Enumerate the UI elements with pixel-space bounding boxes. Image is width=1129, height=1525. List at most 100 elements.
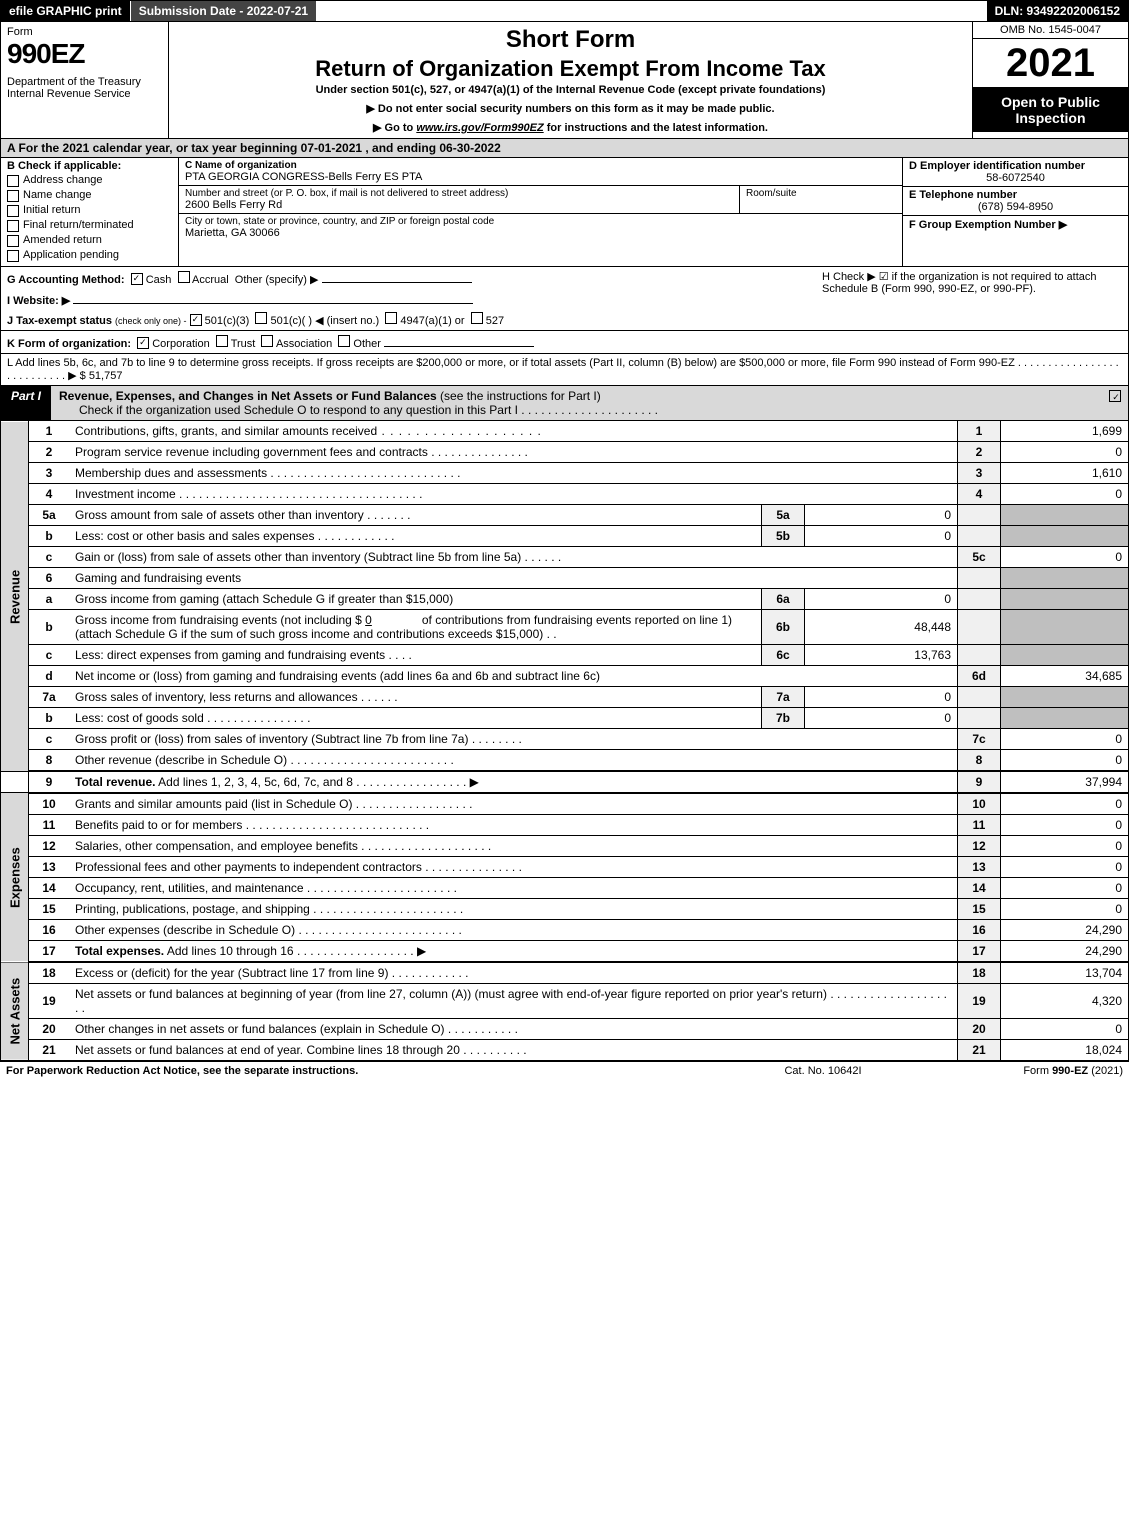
shaded-cell (958, 568, 1001, 589)
line-5a: 5a Gross amount from sale of assets othe… (1, 505, 1129, 526)
sub-val: 48,448 (805, 610, 958, 645)
line-desc: Contributions, gifts, grants, and simila… (69, 421, 958, 442)
result-val: 0 (1001, 1019, 1129, 1040)
k-other: Other (353, 338, 381, 350)
form-ref: Form 990-EZ (2021) (923, 1065, 1123, 1077)
cb-label: Amended return (23, 234, 102, 247)
line-9: 9 Total revenue. Add lines 1, 2, 3, 4, 5… (1, 771, 1129, 793)
top-bar: efile GRAPHIC print Submission Date - 20… (0, 0, 1129, 22)
section-d: D Employer identification number 58-6072… (903, 158, 1128, 187)
g-label: G Accounting Method: (7, 274, 125, 286)
dln: DLN: 93492202006152 (987, 1, 1128, 21)
cb-final-return[interactable]: Final return/terminated (7, 219, 172, 232)
cb-corporation[interactable] (137, 337, 149, 349)
cb-other[interactable] (338, 335, 350, 347)
part1-header: Part I Revenue, Expenses, and Changes in… (0, 386, 1129, 421)
section-def: D Employer identification number 58-6072… (902, 158, 1128, 266)
line-desc: Gain or (loss) from sale of assets other… (69, 547, 958, 568)
section-g: G Accounting Method: Cash Accrual Other … (7, 270, 802, 327)
line-6: 6 Gaming and fundraising events (1, 568, 1129, 589)
section-i: I Website: ▶ (7, 294, 802, 307)
checkbox-icon[interactable] (7, 235, 19, 247)
l-value: ▶ $ 51,757 (68, 370, 122, 382)
line-desc: Professional fees and other payments to … (69, 857, 958, 878)
checkbox-icon[interactable] (7, 220, 19, 232)
efile-print[interactable]: efile GRAPHIC print (1, 1, 130, 21)
submission-date: Submission Date - 2022-07-21 (130, 1, 316, 21)
cb-amended-return[interactable]: Amended return (7, 234, 172, 247)
shaded-cell (958, 589, 1001, 610)
cb-501c3[interactable] (190, 314, 202, 326)
cb-initial-return[interactable]: Initial return (7, 204, 172, 217)
j-sub: (check only one) - (115, 316, 187, 326)
line-19: 19 Net assets or fund balances at beginn… (1, 984, 1129, 1019)
cb-527[interactable] (471, 312, 483, 324)
sub-val: 13,763 (805, 645, 958, 666)
result-val: 0 (1001, 547, 1129, 568)
line-num: c (29, 729, 70, 750)
irs-link[interactable]: www.irs.gov/Form990EZ (416, 122, 543, 134)
section-c: C Name of organization PTA GEORGIA CONGR… (179, 158, 902, 266)
part1-title-bold: Revenue, Expenses, and Changes in Net As… (59, 389, 437, 403)
line-13: 13 Professional fees and other payments … (1, 857, 1129, 878)
line-num: b (29, 708, 70, 729)
cb-association[interactable] (261, 335, 273, 347)
line-desc: Excess or (deficit) for the year (Subtra… (69, 962, 958, 984)
part1-title: Revenue, Expenses, and Changes in Net As… (51, 386, 1102, 420)
shaded-cell (1001, 610, 1129, 645)
j-501c3: 501(c)(3) (205, 315, 250, 327)
line-15: 15 Printing, publications, postage, and … (1, 899, 1129, 920)
shaded-cell (958, 708, 1001, 729)
result-num: 4 (958, 484, 1001, 505)
main-title: Return of Organization Exempt From Incom… (177, 56, 964, 82)
paperwork-notice: For Paperwork Reduction Act Notice, see … (6, 1065, 723, 1077)
part1-checkbox[interactable] (1102, 386, 1128, 420)
checkbox-icon[interactable] (1109, 390, 1121, 402)
line-18: Net Assets 18 Excess or (deficit) for th… (1, 962, 1129, 984)
checkbox-icon[interactable] (7, 250, 19, 262)
line-num: 12 (29, 836, 70, 857)
line-1: Revenue 1 Contributions, gifts, grants, … (1, 421, 1129, 442)
line-num: 17 (29, 941, 70, 963)
line-desc: Gross amount from sale of assets other t… (69, 505, 762, 526)
line-4: 4 Investment income . . . . . . . . . . … (1, 484, 1129, 505)
line-desc: Gaming and fundraising events (69, 568, 958, 589)
result-num: 3 (958, 463, 1001, 484)
section-j: J Tax-exempt status (check only one) - 5… (7, 311, 802, 327)
cb-trust[interactable] (216, 335, 228, 347)
result-num: 16 (958, 920, 1001, 941)
cb-label: Application pending (23, 249, 119, 262)
cb-cash[interactable] (131, 273, 143, 285)
line-11: 11 Benefits paid to or for members . . .… (1, 815, 1129, 836)
result-val: 1,699 (1001, 421, 1129, 442)
shaded-cell (1001, 589, 1129, 610)
sub-num: 6a (762, 589, 805, 610)
line-num: b (29, 610, 70, 645)
result-val: 4,320 (1001, 984, 1129, 1019)
cb-name-change[interactable]: Name change (7, 189, 172, 202)
cb-501c[interactable] (255, 312, 267, 324)
d-label: D Employer identification number (909, 160, 1122, 172)
checkbox-icon[interactable] (7, 190, 19, 202)
line-num: 9 (29, 771, 70, 793)
cb-4947[interactable] (385, 312, 397, 324)
section-h: H Check ▶ ☑ if the organization is not r… (802, 270, 1122, 327)
j-501c: 501(c)( ) ◀ (insert no.) (270, 315, 379, 327)
shaded-cell (1001, 505, 1129, 526)
section-k: K Form of organization: Corporation Trus… (0, 331, 1129, 354)
checkbox-icon[interactable] (7, 205, 19, 217)
org-info-block: B Check if applicable: Address change Na… (0, 158, 1129, 267)
line-num: 20 (29, 1019, 70, 1040)
checkbox-icon[interactable] (7, 175, 19, 187)
cb-address-change[interactable]: Address change (7, 174, 172, 187)
k-corp: Corporation (152, 338, 209, 350)
sub-val: 0 (805, 708, 958, 729)
org-street: 2600 Bells Ferry Rd (185, 199, 733, 211)
c-room: Room/suite (739, 186, 902, 213)
cb-accrual[interactable] (178, 271, 190, 283)
cb-application-pending[interactable]: Application pending (7, 249, 172, 262)
section-a-tax-year: A For the 2021 calendar year, or tax yea… (0, 139, 1129, 158)
netassets-label: Net Assets (1, 962, 29, 1061)
c-city-label: City or town, state or province, country… (185, 216, 896, 227)
result-val: 34,685 (1001, 666, 1129, 687)
